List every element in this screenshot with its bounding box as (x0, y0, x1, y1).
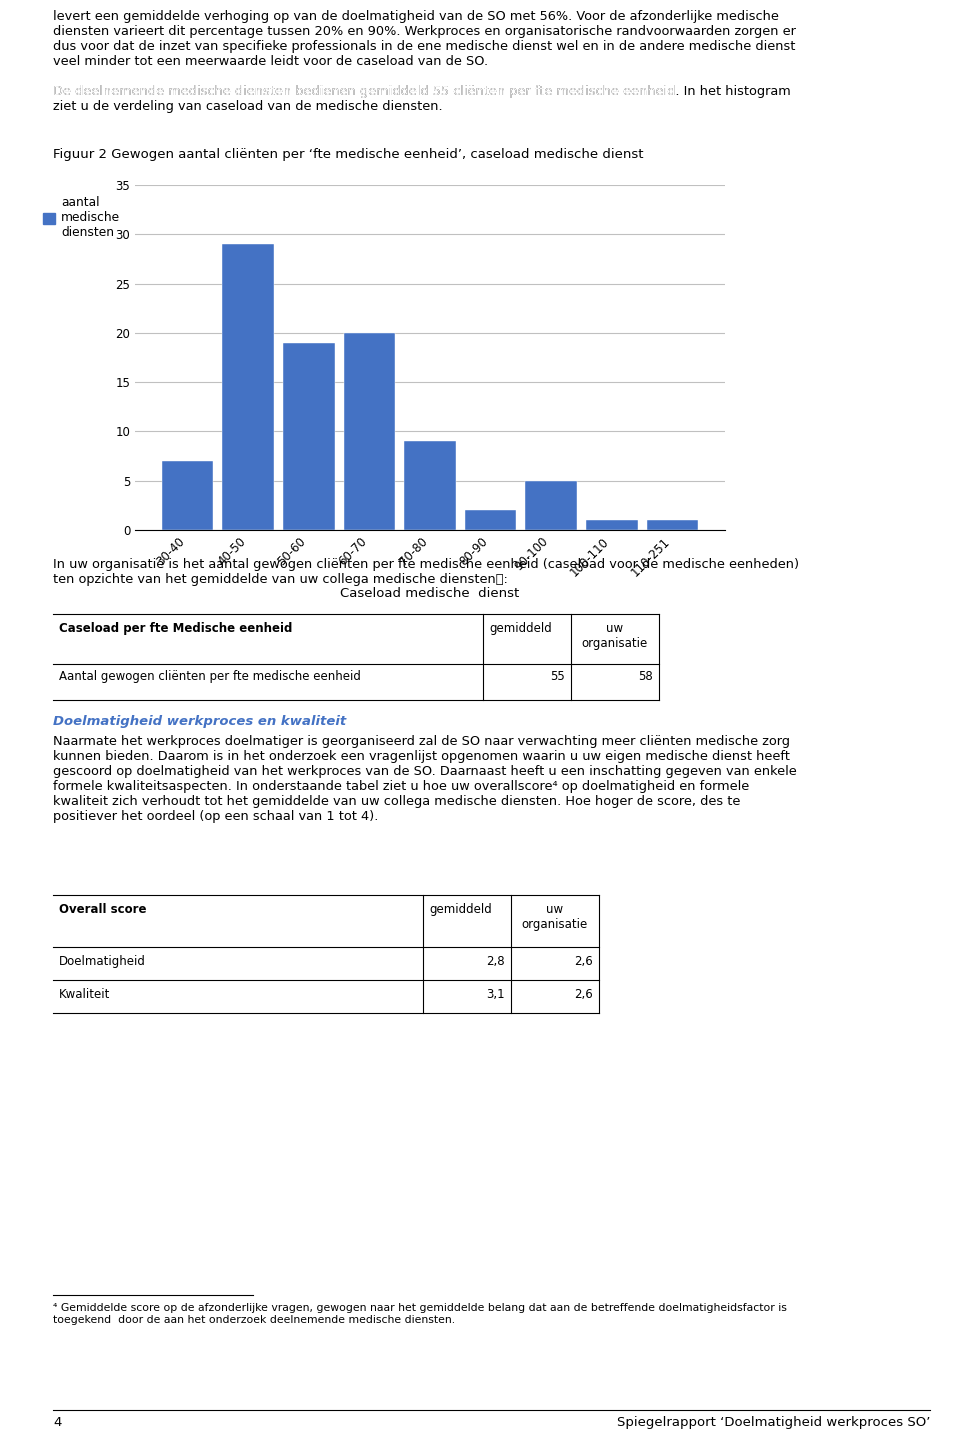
Bar (404, 441, 456, 530)
Text: 3,1: 3,1 (487, 989, 505, 1002)
Text: Doelmatigheid werkproces en kwaliteit: Doelmatigheid werkproces en kwaliteit (53, 715, 347, 728)
Text: Aantal gewogen cliënten per fte medische eenheid: Aantal gewogen cliënten per fte medische… (59, 670, 361, 683)
Bar (344, 333, 396, 530)
Text: 55: 55 (550, 670, 565, 683)
Text: De deelnemende medische diensten bedienen gemiddeld 55 cliënten per fte medische: De deelnemende medische diensten bediene… (53, 84, 791, 114)
Text: Caseload per fte Medische eenheid: Caseload per fte Medische eenheid (59, 622, 293, 635)
Bar (162, 462, 213, 530)
Bar (283, 342, 334, 530)
Text: 4: 4 (53, 1417, 61, 1428)
Text: gemiddeld: gemiddeld (489, 622, 552, 635)
Text: Overall score: Overall score (59, 903, 147, 916)
Text: Naarmate het werkproces doelmatiger is georganiseerd zal de SO naar verwachting : Naarmate het werkproces doelmatiger is g… (53, 735, 797, 823)
Text: levert een gemiddelde verhoging op van de doelmatigheid van de SO met 56%. Voor : levert een gemiddelde verhoging op van d… (53, 10, 796, 68)
Text: Kwaliteit: Kwaliteit (59, 989, 110, 1002)
Text: Spiegelrapport ‘Doelmatigheid werkproces SO’: Spiegelrapport ‘Doelmatigheid werkproces… (616, 1417, 930, 1428)
Legend: aantal
medische
diensten: aantal medische diensten (37, 191, 125, 245)
Text: gemiddeld: gemiddeld (429, 903, 492, 916)
Bar (525, 480, 577, 530)
Text: 58: 58 (638, 670, 653, 683)
Text: uw
organisatie: uw organisatie (582, 622, 648, 649)
Bar (586, 520, 637, 530)
Text: ⁴ Gemiddelde score op de afzonderlijke vragen, gewogen naar het gemiddelde belan: ⁴ Gemiddelde score op de afzonderlijke v… (53, 1303, 787, 1325)
Text: Doelmatigheid: Doelmatigheid (59, 955, 146, 968)
Text: 2,8: 2,8 (487, 955, 505, 968)
Text: 2,6: 2,6 (574, 955, 593, 968)
Text: Figuur 2 Gewogen aantal cliënten per ‘fte medische eenheid’, caseload medische d: Figuur 2 Gewogen aantal cliënten per ‘ft… (53, 149, 643, 162)
Text: uw
organisatie: uw organisatie (522, 903, 588, 930)
Text: De deelnemende medische diensten bedienen gemiddeld 55 cliënten per fte medische: De deelnemende medische diensten bediene… (53, 84, 676, 98)
Bar (223, 245, 274, 530)
Text: 2,6: 2,6 (574, 989, 593, 1002)
Text: In uw organisatie is het aantal gewogen cliënten per fte medische eenheid (casel: In uw organisatie is het aantal gewogen … (53, 558, 799, 585)
X-axis label: Caseload medische  dienst: Caseload medische dienst (341, 587, 519, 600)
Bar (465, 510, 516, 530)
Bar (647, 520, 698, 530)
